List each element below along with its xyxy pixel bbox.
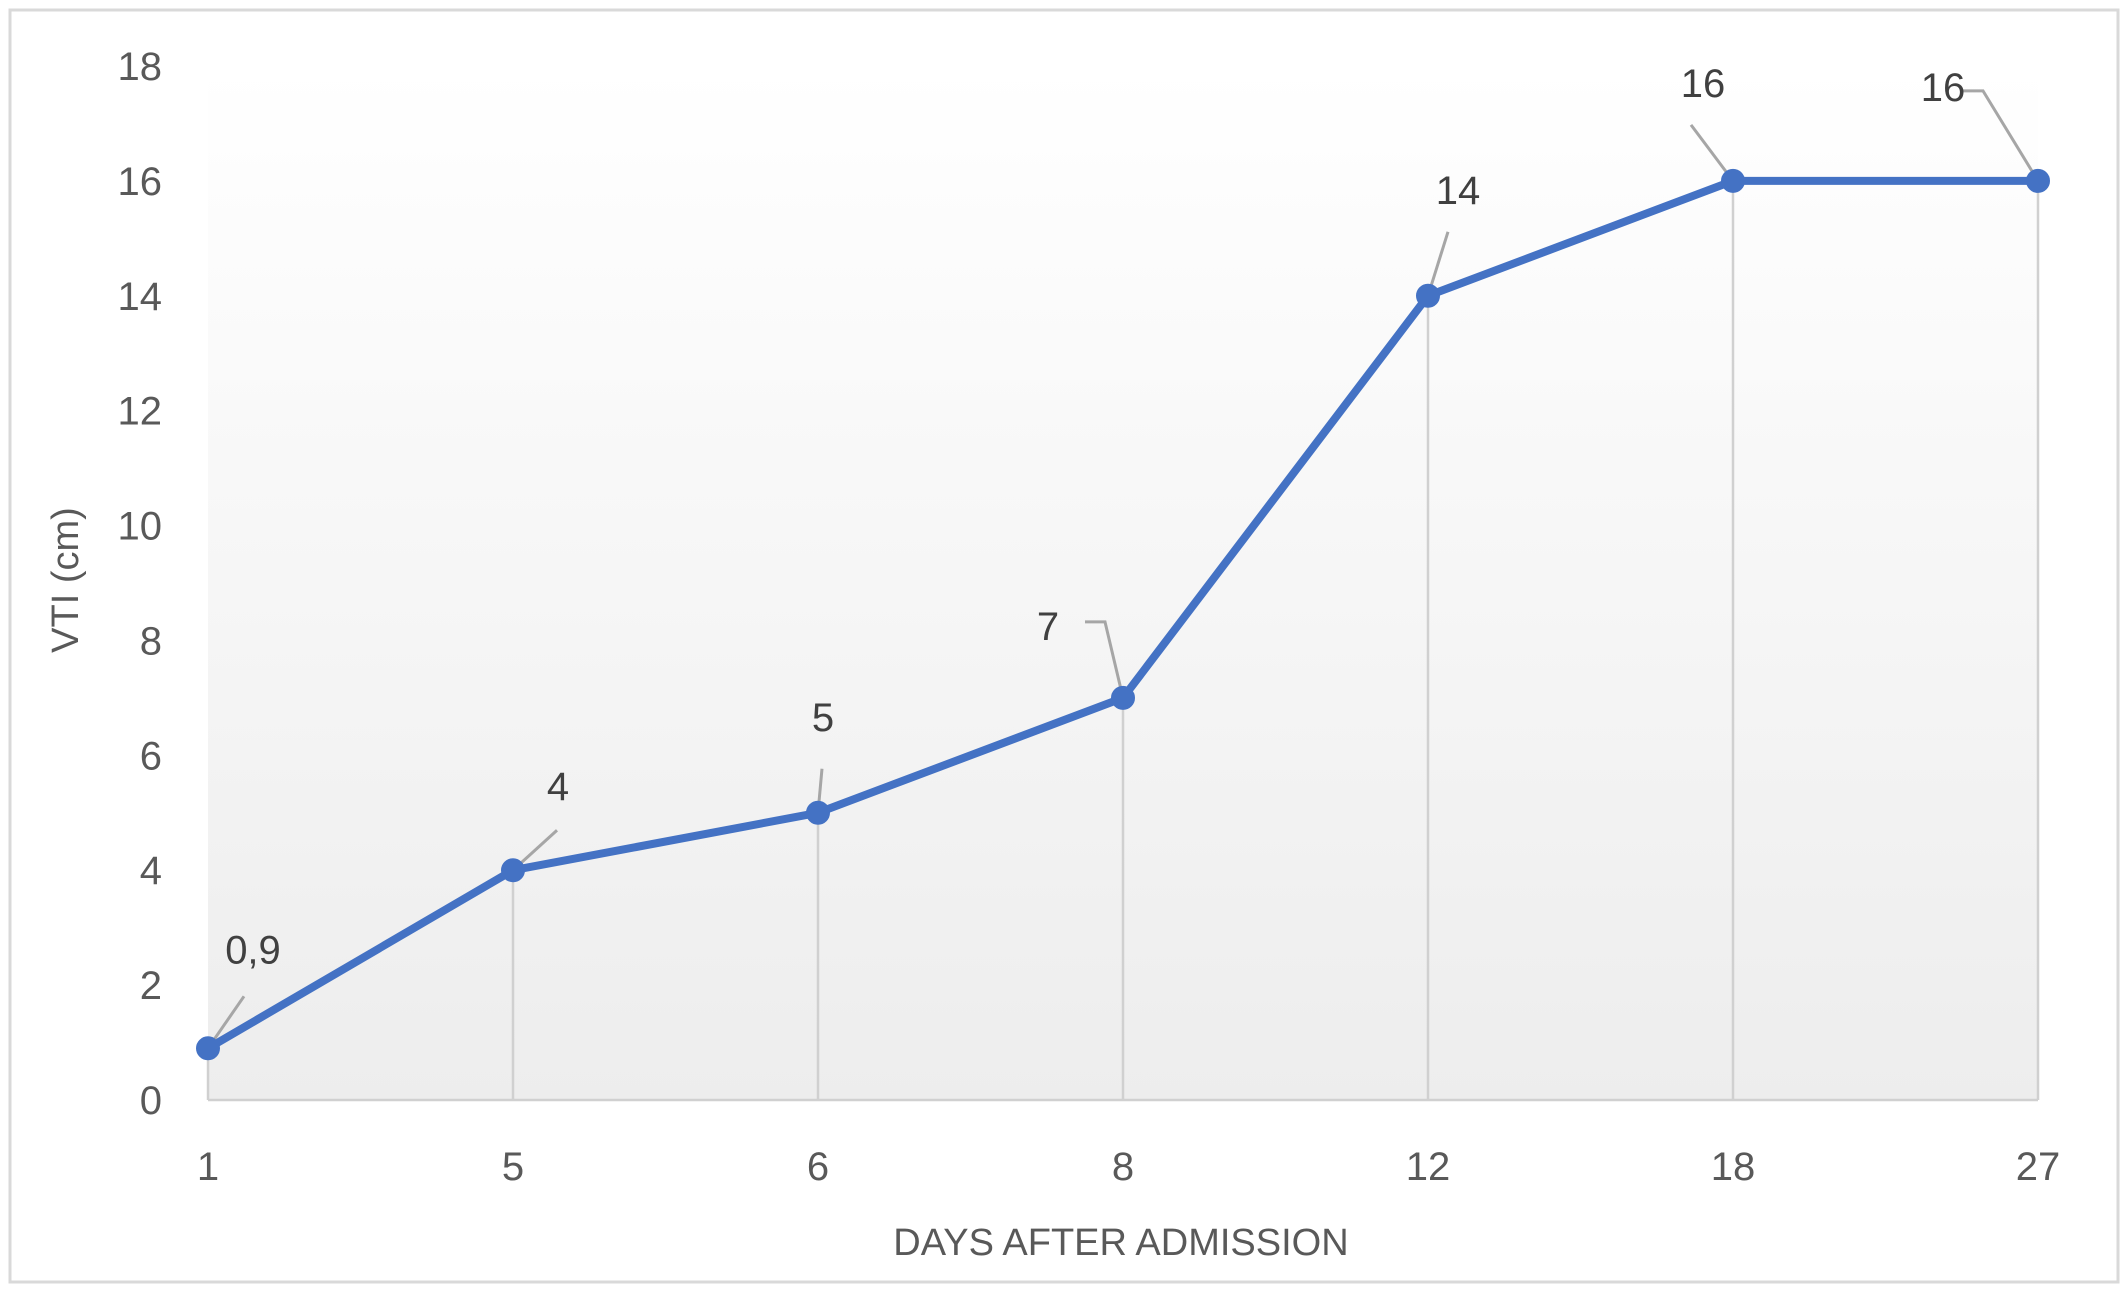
y-tick-label: 0 xyxy=(140,1079,162,1123)
leader-line xyxy=(1085,620,1125,699)
data-point xyxy=(1416,283,1440,308)
data-label: 14 xyxy=(1436,169,1481,213)
data-point xyxy=(196,1036,220,1061)
y-tick-label: 4 xyxy=(140,849,162,893)
y-tick-label: 6 xyxy=(140,734,162,778)
x-tick-label: 1 xyxy=(197,1145,219,1189)
y-tick-label: 18 xyxy=(118,45,163,89)
y-tick-label: 14 xyxy=(118,275,163,319)
data-label: 16 xyxy=(1921,66,1966,110)
data-point xyxy=(1111,685,1135,710)
x-tick-label: 12 xyxy=(1406,1145,1451,1189)
y-axis-title: VTI (cm) xyxy=(45,507,87,653)
data-point xyxy=(806,800,830,825)
data-label: 5 xyxy=(812,696,834,740)
x-tick-label: 5 xyxy=(502,1145,524,1189)
data-label: 0,9 xyxy=(225,928,281,972)
data-point xyxy=(2026,168,2050,193)
y-tick-label: 2 xyxy=(140,964,162,1008)
data-point xyxy=(501,858,525,883)
y-tick-label: 16 xyxy=(118,160,163,204)
data-label: 7 xyxy=(1037,605,1059,649)
x-tick-label: 6 xyxy=(807,1145,829,1189)
y-tick-label: 8 xyxy=(140,619,162,663)
x-axis-title: DAYS AFTER ADMISSION xyxy=(893,1222,1348,1264)
x-tick-label: 18 xyxy=(1711,1145,1756,1189)
y-tick-label: 10 xyxy=(118,505,163,549)
y-tick-label: 12 xyxy=(118,390,163,434)
x-tick-label: 8 xyxy=(1112,1145,1134,1189)
x-tick-label: 27 xyxy=(2016,1145,2061,1189)
data-label: 4 xyxy=(547,765,569,809)
data-point xyxy=(1721,168,1745,193)
leader-line xyxy=(1961,89,2040,182)
data-label: 16 xyxy=(1681,62,1726,106)
